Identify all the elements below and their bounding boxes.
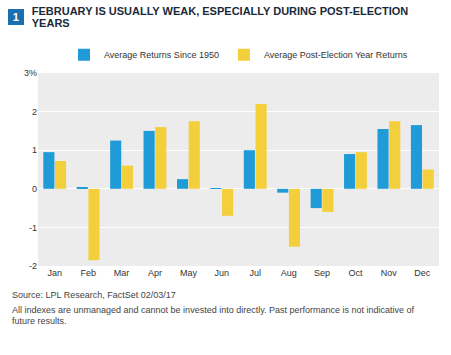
svg-text:1: 1 <box>32 145 37 155</box>
svg-text:Sep: Sep <box>314 268 330 278</box>
svg-text:Apr: Apr <box>148 268 162 278</box>
svg-text:Aug: Aug <box>281 268 297 278</box>
html-text:Source: LPL Research, FactSet: Source: LPL Research, FactSet 02/03/17 <box>12 290 176 300</box>
svg-text:Mar: Mar <box>114 268 130 278</box>
svg-text:0: 0 <box>32 184 37 194</box>
svg-text:2: 2 <box>32 107 37 117</box>
svg-text:3%: 3% <box>24 68 37 78</box>
svg-text:Average Post-Election Year Ret: Average Post-Election Year Returns <box>264 50 408 60</box>
svg-text:Jun: Jun <box>215 268 230 278</box>
svg-text:Jul: Jul <box>249 268 261 278</box>
html-text:FEBRUARY IS USUALLY WEAK, ESPE: FEBRUARY IS USUALLY WEAK, ESPECIALLY DUR… <box>31 5 409 29</box>
svg-text:May: May <box>180 268 198 278</box>
svg-text:Dec: Dec <box>414 268 431 278</box>
html-text:1: 1 <box>12 11 19 23</box>
svg-text:Average Returns Since 1950: Average Returns Since 1950 <box>104 50 219 60</box>
svg-text:Jan: Jan <box>47 268 62 278</box>
html-text:All indexes are unmanaged and: All indexes are unmanaged and cannot be … <box>12 305 415 326</box>
svg-text:-2: -2 <box>29 261 37 271</box>
svg-text:Nov: Nov <box>381 268 398 278</box>
svg-text:Feb: Feb <box>80 268 96 278</box>
svg-text:Oct: Oct <box>348 268 363 278</box>
svg-text:-1: -1 <box>29 223 37 233</box>
